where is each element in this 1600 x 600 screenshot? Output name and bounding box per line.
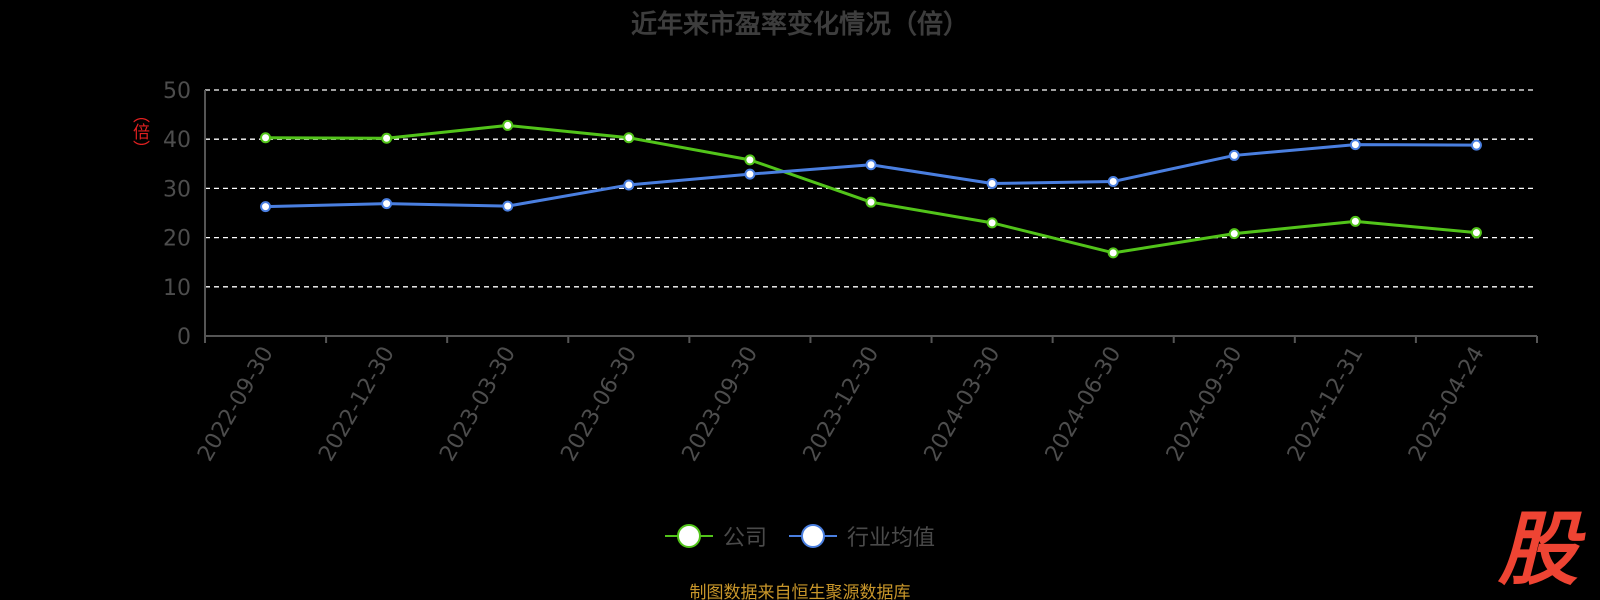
series-1-point [1228, 149, 1240, 161]
series-layer [260, 119, 1482, 259]
series-1-point [744, 168, 756, 180]
series-0-point [865, 196, 877, 208]
series-1-point [865, 159, 877, 171]
series-1-point [1107, 176, 1119, 188]
series-0-point [1470, 227, 1482, 239]
series-0-point [1228, 228, 1240, 240]
series-0-point [623, 132, 635, 144]
y-tick-label: 50 [163, 79, 191, 104]
series-1-point [381, 198, 393, 210]
chart-title: 近年来市盈率变化情况（倍） [630, 10, 969, 40]
x-tick-label: 2023-06-30 [556, 343, 642, 466]
series-1-point [1470, 139, 1482, 151]
x-tick-label: 2022-09-30 [193, 343, 279, 466]
x-tick-label: 2023-09-30 [678, 343, 764, 466]
series-0-point [986, 217, 998, 229]
grid-layer [205, 89, 1537, 288]
x-tick-label: 2023-12-30 [799, 343, 885, 466]
legend: 公司 行业均值 [0, 520, 1600, 552]
series-1-point [502, 200, 514, 212]
series-1-point [260, 201, 272, 213]
series-0-point [260, 132, 272, 144]
series-1-point [986, 177, 998, 189]
series-0-point [381, 132, 393, 144]
x-tick-label: 2024-12-31 [1283, 343, 1369, 466]
y-tick-label: 20 [163, 227, 191, 252]
series-1-point [1349, 139, 1361, 151]
series-0-point [502, 119, 514, 131]
legend-swatch-industry [789, 523, 837, 549]
brand-logo: 股 [1498, 503, 1578, 596]
x-tick-label: 2024-09-30 [1162, 343, 1248, 466]
x-tick-label: 2024-06-30 [1041, 343, 1127, 466]
legend-label-industry: 行业均值 [847, 526, 936, 551]
series-line-0 [265, 123, 1477, 255]
legend-swatch-company [664, 523, 713, 549]
x-tick-label: 2023-03-30 [435, 343, 521, 466]
series-1-point [623, 179, 635, 191]
series-0-point [1107, 247, 1119, 259]
legend-label-company: 公司 [722, 526, 767, 551]
data-source-text: 制图数据来自恒生聚源数据库 [689, 583, 911, 600]
x-tick-label: 2022-12-30 [314, 343, 400, 466]
y-tick-label: 10 [163, 276, 191, 301]
series-0-point [744, 154, 756, 166]
legend-item-company[interactable]: 公司 [664, 520, 767, 552]
y-tick-label: 0 [177, 325, 191, 350]
data-source-note: 制图数据来自恒生聚源数据库 [0, 578, 1600, 600]
x-tick-label: 2025-04-24 [1404, 343, 1490, 466]
y-tick-label: 40 [163, 128, 191, 153]
legend-item-industry[interactable]: 行业均值 [789, 520, 935, 552]
y-axis-unit-label: （倍） [129, 106, 149, 157]
series-0-point [1349, 215, 1361, 227]
x-tick-label: 2024-03-30 [920, 342, 1006, 465]
y-tick-label: 30 [163, 177, 191, 202]
